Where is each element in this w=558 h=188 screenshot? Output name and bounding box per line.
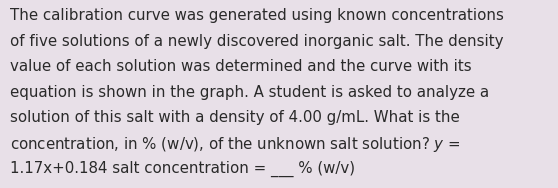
Text: The calibration curve was generated using known concentrations: The calibration curve was generated usin… <box>10 8 504 24</box>
Text: equation is shown in the graph. A student is asked to analyze a: equation is shown in the graph. A studen… <box>10 85 489 100</box>
Text: 1.17x+0.184 salt concentration = ___ % (w/v): 1.17x+0.184 salt concentration = ___ % (… <box>10 161 355 177</box>
Text: of five solutions of a newly discovered inorganic salt. The density: of five solutions of a newly discovered … <box>10 34 503 49</box>
Text: solution of this salt with a density of 4.00 g/mL. What is the: solution of this salt with a density of … <box>10 110 460 125</box>
Text: concentration, in % (w/v), of the unknown salt solution? $y$ =: concentration, in % (w/v), of the unknow… <box>10 135 460 154</box>
Text: value of each solution was determined and the curve with its: value of each solution was determined an… <box>10 59 472 74</box>
